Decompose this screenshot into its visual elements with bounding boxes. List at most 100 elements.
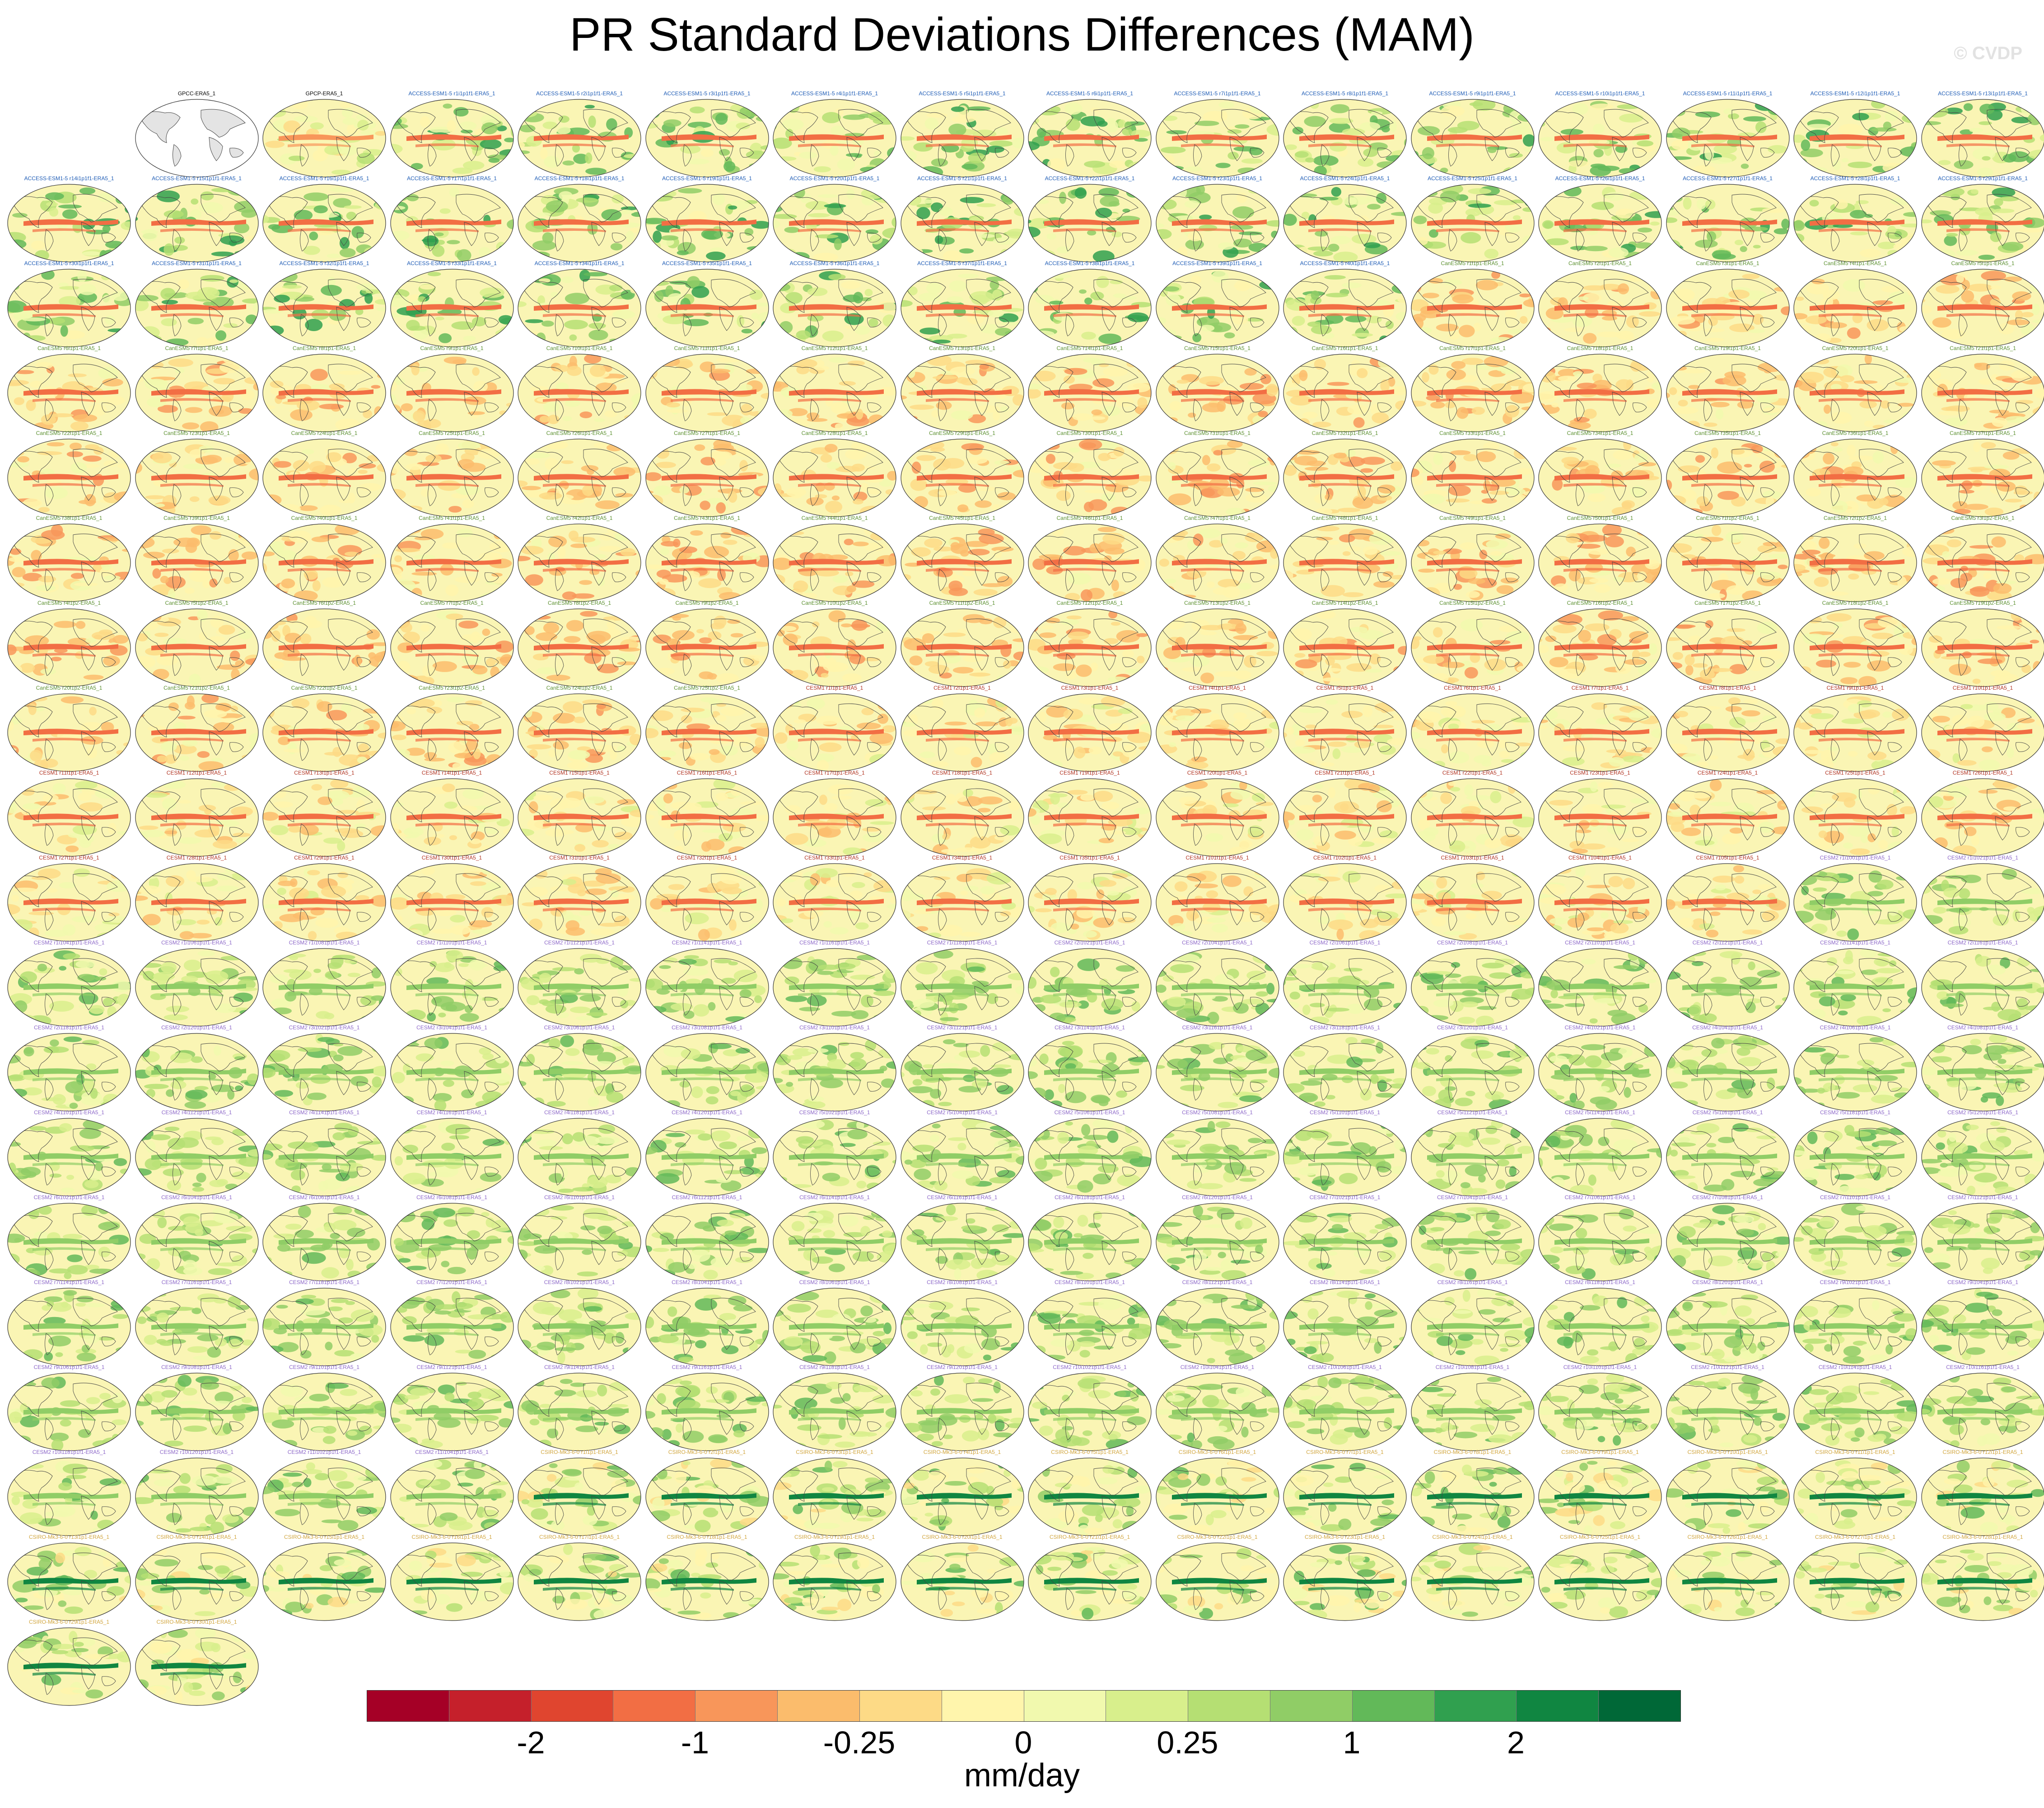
anomaly-patch [707, 412, 728, 416]
anomaly-patch [403, 357, 412, 367]
anomaly-patch [845, 571, 854, 576]
panel-label: CanESM5 r27i1p1-ERA5_1 [674, 430, 740, 436]
anomaly-patch [1371, 111, 1383, 116]
anomaly-patch [1199, 325, 1214, 332]
anomaly-patch [962, 655, 984, 662]
world-map [1538, 269, 1662, 347]
anomaly-patch [566, 620, 584, 632]
anomaly-patch [957, 274, 979, 278]
anomaly-patch [1442, 662, 1465, 668]
anomaly-patch [855, 408, 863, 420]
anomaly-patch [1674, 406, 1699, 414]
anomaly-patch [19, 663, 35, 673]
anomaly-patch [892, 286, 896, 291]
anomaly-patch [1824, 404, 1831, 414]
anomaly-patch [543, 622, 560, 634]
anomaly-patch [861, 188, 885, 199]
anomaly-patch [831, 402, 849, 414]
anomaly-patch [401, 593, 422, 600]
anomaly-patch [390, 230, 410, 240]
anomaly-patch [694, 444, 705, 451]
anomaly-patch [1039, 554, 1063, 560]
anomaly-patch [519, 112, 530, 116]
anomaly-patch [926, 112, 947, 118]
anomaly-patch [1157, 335, 1182, 340]
anomaly-patch [215, 409, 224, 414]
anomaly-patch [1269, 412, 1279, 419]
anomaly-patch [1818, 553, 1836, 558]
map-outline [1538, 99, 1662, 178]
coastline [484, 233, 499, 243]
anomaly-patch [1411, 612, 1418, 621]
panel-label: CanESM5 r12i1p1-ERA5_1 [801, 345, 868, 351]
anomaly-patch [1134, 191, 1146, 200]
coastline [12, 281, 53, 313]
anomaly-patch [1294, 456, 1317, 466]
secondary-band [1563, 228, 1627, 232]
anomaly-patch [1830, 411, 1852, 424]
anomaly-patch [452, 168, 473, 174]
coastline [938, 144, 947, 167]
anomaly-patch [1913, 355, 1917, 362]
anomaly-patch [1711, 447, 1718, 458]
anomaly-patch [189, 449, 205, 458]
anomaly-patch [1283, 590, 1291, 595]
anomaly-patch [1331, 187, 1341, 197]
world-map [1921, 439, 2044, 517]
land-shape [201, 109, 246, 138]
map-panel: CanESM5 r16i1p1-ERA5_1 [1281, 345, 1409, 434]
anomaly-patch [1301, 211, 1310, 219]
panel-label: ACCESS-ESM1-5 r30i1p1f1-ERA5_1 [24, 260, 114, 266]
anomaly-patch [1527, 164, 1534, 172]
coastline [45, 314, 54, 336]
coastline [1377, 233, 1392, 243]
anomaly-patch [409, 326, 426, 331]
anomaly-patch [1512, 215, 1521, 220]
anomaly-patch [828, 664, 840, 672]
anomaly-patch [1630, 486, 1646, 498]
coastline [328, 194, 373, 223]
anomaly-patch [495, 329, 513, 337]
anomaly-patch [634, 272, 641, 283]
world-map [1155, 99, 1279, 178]
anomaly-patch [413, 554, 435, 560]
equatorial-band [1554, 219, 1649, 226]
anomaly-patch [1320, 668, 1342, 672]
anomaly-patch [35, 362, 53, 369]
anomaly-patch [439, 208, 451, 214]
anomaly-patch [908, 337, 933, 345]
anomaly-patch [799, 103, 812, 115]
world-map [1538, 439, 1662, 517]
anomaly-patch [390, 243, 397, 252]
map-panel: CanESM5 r28i1p1-ERA5_1 [771, 430, 898, 519]
anomaly-patch [997, 576, 1013, 587]
secondary-band [1181, 228, 1244, 232]
anomaly-patch [1428, 229, 1438, 238]
anomaly-patch [1227, 440, 1243, 448]
panel-label: CanESM5 r34i1p1-ERA5_1 [1567, 430, 1633, 436]
coastline [267, 281, 308, 313]
anomaly-patch [1283, 248, 1300, 255]
anomaly-patch [634, 664, 641, 670]
anomaly-patch [8, 239, 27, 249]
coastline [1065, 229, 1074, 252]
map-panel: CanESM5 r18i1p2-ERA5_1 [1792, 600, 1919, 688]
coastline [484, 318, 499, 327]
anomaly-patch [303, 246, 320, 255]
world-map [1283, 354, 1407, 432]
anomaly-patch [2002, 242, 2023, 251]
anomaly-patch [677, 250, 689, 256]
anomaly-patch [339, 237, 350, 249]
anomaly-patch [206, 288, 217, 295]
anomaly-patch [138, 332, 150, 344]
anomaly-patch [1169, 401, 1181, 411]
anomaly-patch [740, 384, 752, 391]
anomaly-patch [1356, 564, 1381, 574]
anomaly-patch [1794, 313, 1808, 320]
anomaly-patch [420, 489, 430, 497]
anomaly-patch [1453, 584, 1462, 590]
coastline [591, 137, 606, 161]
anomaly-patch [720, 532, 731, 539]
world-map [900, 269, 1024, 347]
anomaly-patch [762, 417, 769, 423]
